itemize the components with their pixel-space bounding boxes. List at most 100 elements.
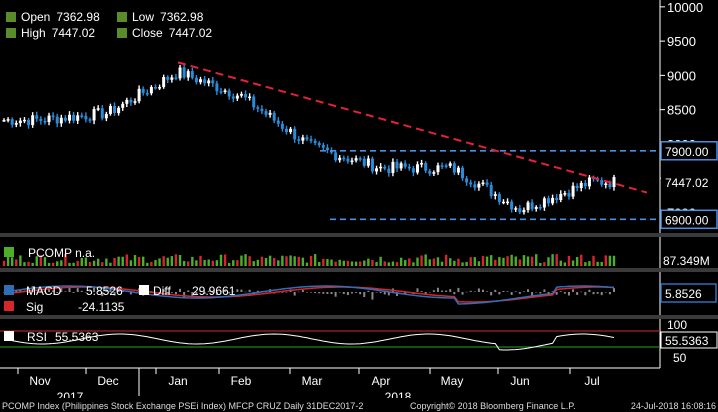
price-bar-body [587, 177, 591, 187]
volume-bar [23, 262, 26, 266]
volume-bar [518, 259, 522, 266]
volume-bar [469, 257, 472, 266]
price-bar-body [342, 157, 346, 160]
price-bar-body [518, 208, 522, 213]
macd-hist-bar [506, 291, 509, 292]
volume-bar [248, 256, 251, 266]
price-bar-body [2, 120, 6, 122]
macd-hist-bar [228, 292, 231, 294]
volume-bar [522, 255, 526, 266]
price-bar-body [14, 123, 18, 125]
month-label: Apr [372, 374, 391, 388]
macd-hist-bar [355, 292, 358, 293]
price-bar-body [47, 115, 51, 123]
price-bar-body [145, 93, 149, 95]
macd-hist-bar [457, 287, 460, 292]
price-bar-body [583, 182, 587, 187]
macd-hist-bar [117, 290, 120, 292]
price-bar-body [338, 157, 342, 161]
close-swatch-icon [117, 28, 127, 38]
macd-hist-bar [179, 288, 182, 292]
macd-hist-bar [121, 291, 124, 292]
volume-bar [575, 257, 579, 266]
macd-hist-bar [608, 292, 611, 295]
price-bar-body [22, 119, 26, 122]
sig-legend-label: Sig [26, 300, 43, 314]
macd-hist-bar [342, 292, 345, 294]
macd-hist-bar [461, 292, 464, 295]
volume-bar [6, 256, 10, 266]
volume-bar [137, 257, 141, 266]
macd-hist-bar [109, 288, 112, 292]
volume-bar [154, 260, 157, 266]
level-label: 7900.00 [665, 145, 709, 159]
month-label: Nov [29, 374, 50, 388]
macd-hist-bar [383, 292, 386, 295]
macd-hist-bar [396, 292, 399, 296]
price-bar-body [530, 202, 534, 209]
rsi-last-label: 55.5363 [665, 334, 709, 348]
price-bar-body [43, 120, 47, 123]
macd-hist-bar [203, 292, 206, 295]
price-bar-body [170, 77, 174, 80]
macd-hist-bar [72, 292, 75, 293]
macd-hist-bar [359, 292, 362, 295]
price-bar-body [370, 158, 374, 172]
volume-bar [301, 257, 305, 266]
macd-hist-bar [293, 292, 296, 296]
macd-panel: MACD 5.8526 Diff 29.9661 Sig -24.1135 5.8526 [0, 268, 718, 314]
volume-bar [178, 254, 182, 266]
volume-bar [584, 262, 587, 266]
price-bar-body [555, 197, 559, 200]
macd-hist-bar [129, 292, 132, 295]
price-bar-body [379, 166, 383, 169]
macd-last-box [660, 283, 717, 303]
price-bar-body [428, 170, 432, 174]
macd-hist-bar [592, 292, 595, 295]
macd-hist-bar [183, 292, 186, 298]
macd-hist-bar [445, 290, 448, 292]
macd-hist-bar [97, 291, 100, 292]
volume-bar [404, 260, 407, 266]
macd-hist-bar [596, 292, 599, 294]
volume-bar [367, 258, 370, 266]
volume-bar [313, 254, 317, 266]
macd-hist-bar [64, 291, 67, 292]
price-bar-body [485, 182, 489, 185]
volume-last-label: 87.349M [663, 254, 710, 268]
volume-bar [530, 256, 534, 266]
low-label: Low [132, 10, 155, 24]
macd-legend-value: 5.8526 [86, 284, 123, 298]
price-bar-body [481, 182, 485, 185]
price-bar-body [604, 183, 608, 186]
volume-bar [563, 262, 567, 266]
price-bar-body [194, 77, 198, 83]
macd-hist-bar [248, 289, 251, 292]
price-bar-body [563, 193, 567, 195]
macd-hist-bar [334, 292, 337, 297]
price-bar-body [571, 185, 575, 197]
volume-bar [350, 261, 354, 266]
volume-bar [465, 261, 468, 266]
macd-hist-bar [522, 291, 525, 292]
macd-hist-bar [215, 292, 218, 296]
price-bar-body [248, 96, 252, 99]
volume-bar [277, 260, 280, 266]
macd-hist-bar [518, 292, 521, 294]
volume-bar [453, 260, 456, 266]
close-label: Close [132, 26, 163, 40]
price-bar-body [362, 158, 366, 166]
volume-bar [547, 257, 550, 266]
macd-legend-label: MACD [26, 284, 62, 298]
volume-bar [330, 259, 333, 266]
price-bar-body [407, 166, 411, 169]
volume-bar [121, 256, 124, 266]
rsi-line [3, 333, 615, 351]
macd-hist-bar [187, 290, 190, 292]
volume-bar [244, 254, 247, 266]
open-label: Open [21, 10, 51, 24]
close-value: 7447.02 [168, 26, 213, 40]
price-bar-body [612, 177, 616, 188]
price-bar-body [399, 163, 403, 169]
rsi-legend-label: RSI [27, 330, 47, 344]
